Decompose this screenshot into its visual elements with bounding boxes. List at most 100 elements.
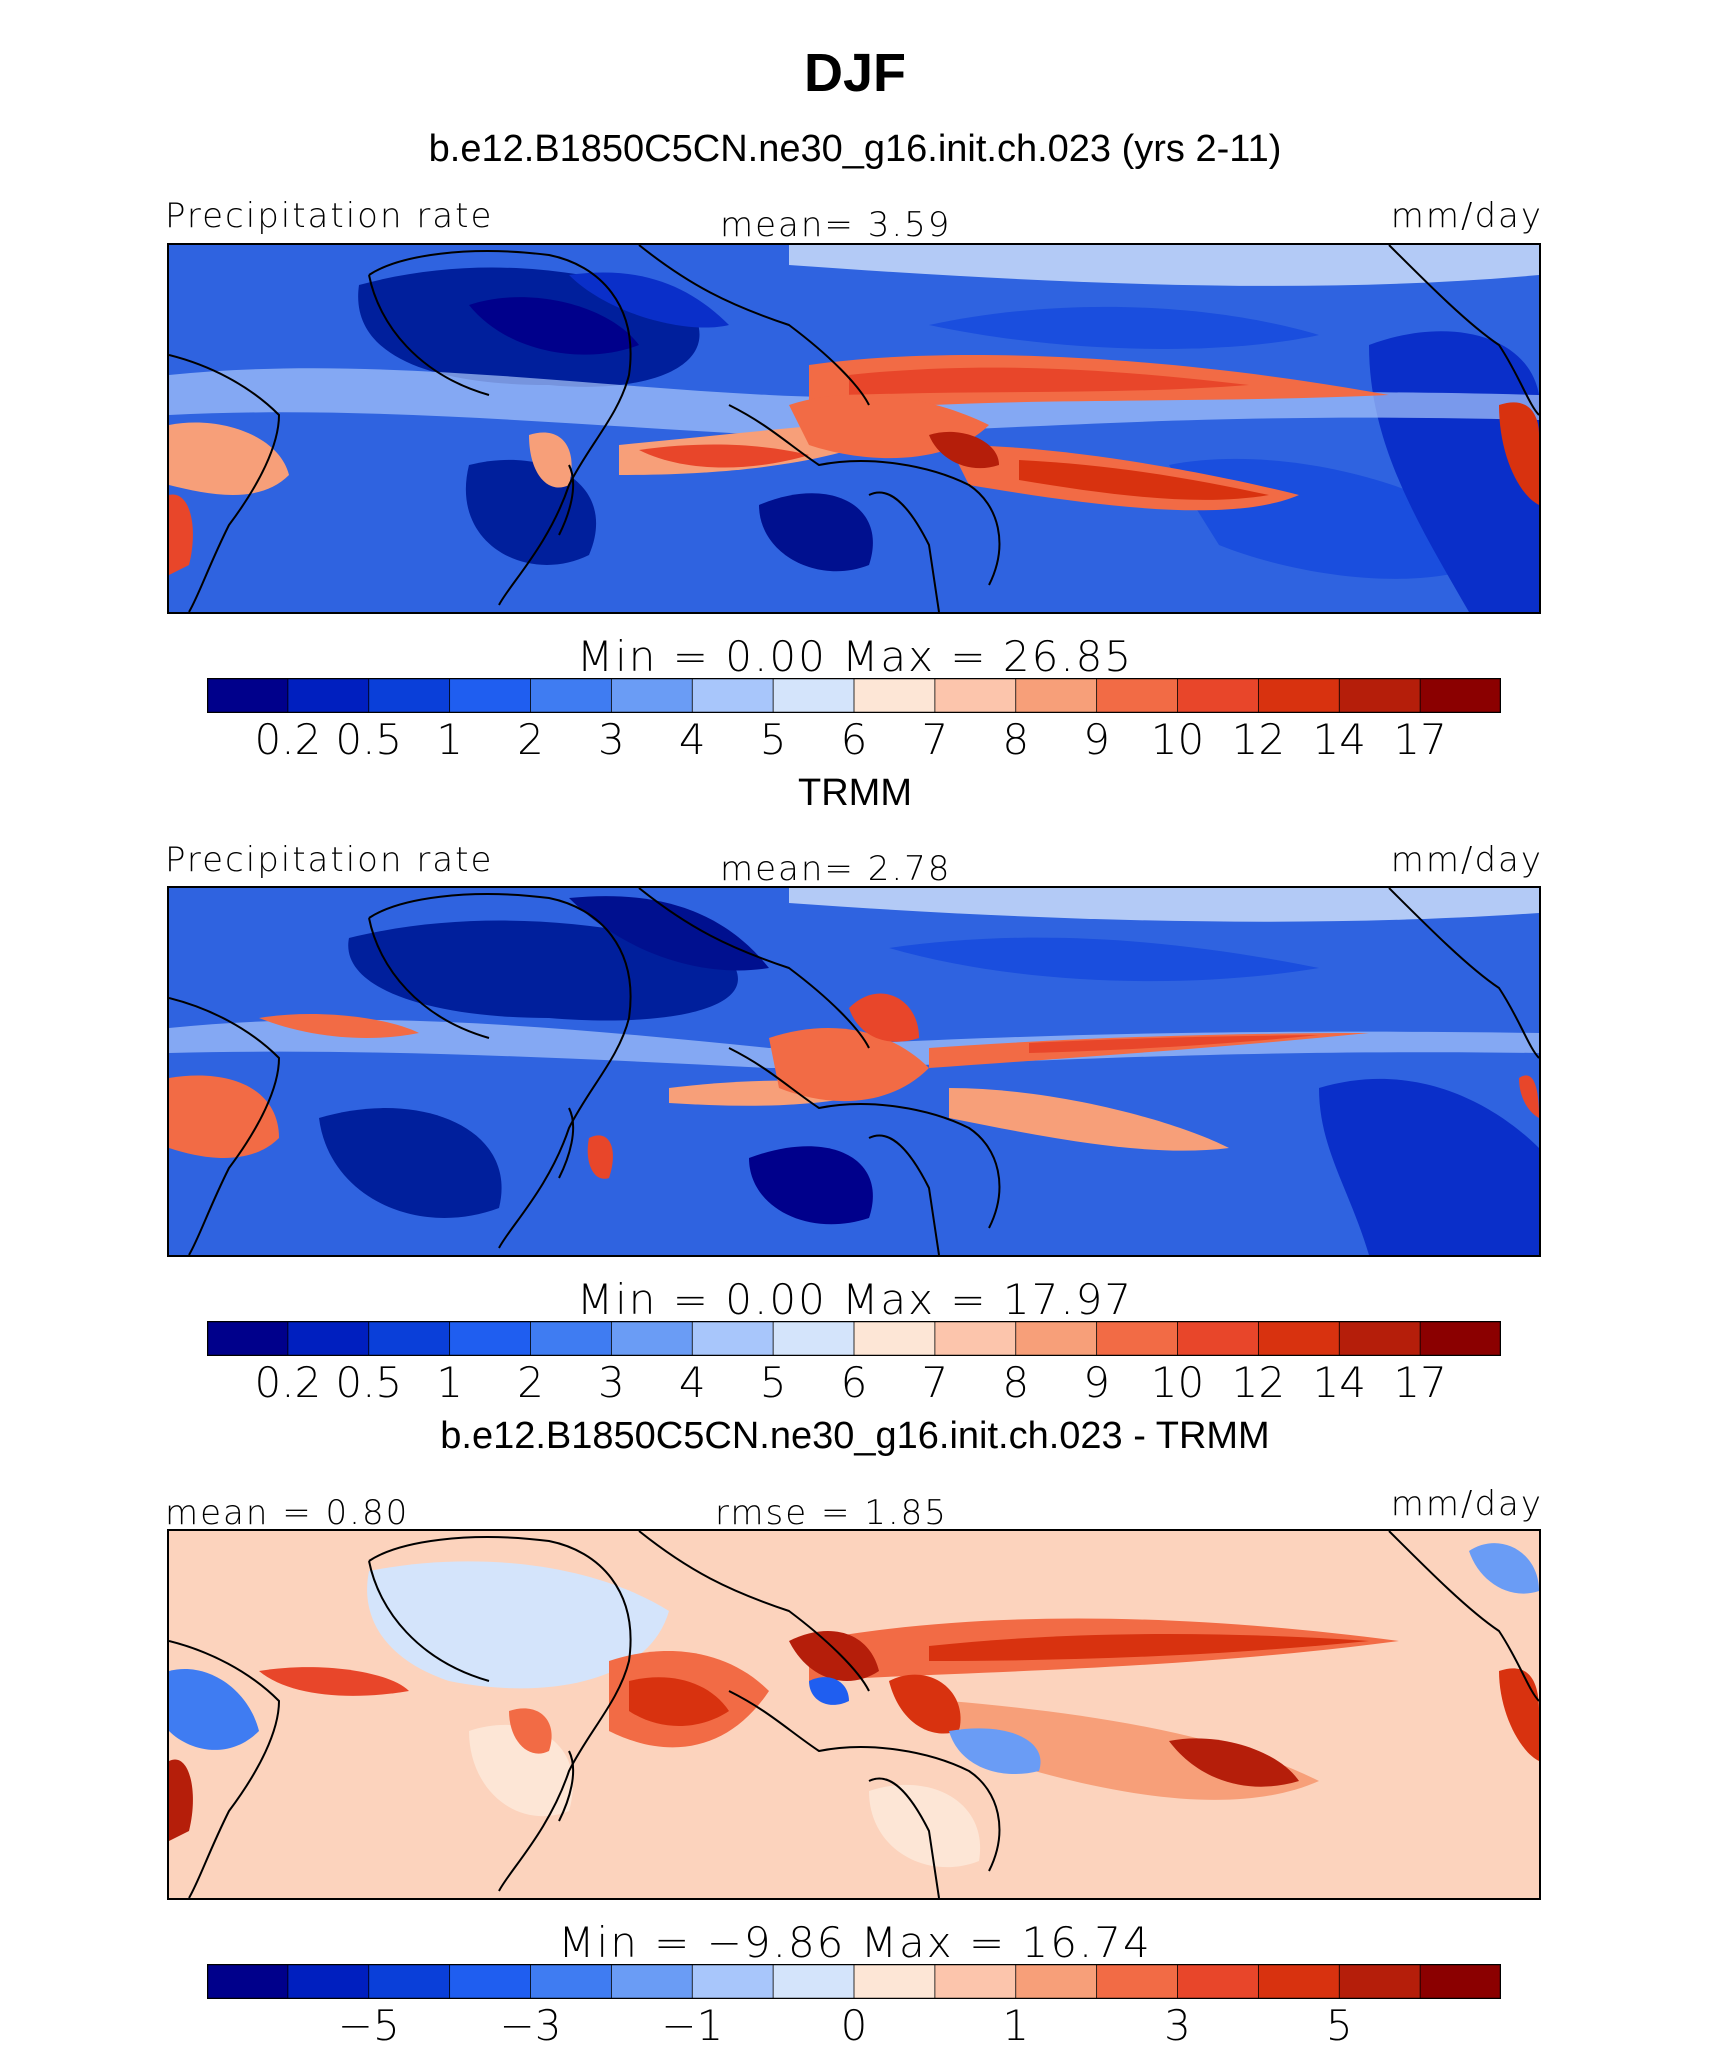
colorbar-tick-label: 5: [759, 715, 787, 764]
panel-1-mean-label: mean= 3.59: [720, 205, 952, 245]
colorbar-tick-label: 17: [1393, 1358, 1447, 1407]
colorbar-swatch: [1257, 1321, 1341, 1356]
colorbar-swatch: [1015, 1964, 1098, 1999]
panel-2-variable-label: Precipitation rate: [165, 840, 494, 880]
figure-title: DJF: [803, 43, 906, 103]
colorbar-tick-label: 12: [1231, 715, 1286, 764]
colorbar-swatch: [449, 678, 532, 713]
colorbar-tick-label: 0: [840, 2001, 868, 2050]
panel-3-map-svg: [169, 1531, 1539, 1898]
colorbar-swatch: [1177, 678, 1260, 713]
colorbar-swatch: [287, 1964, 370, 1999]
panel-2-colorbar: [207, 1321, 1501, 1356]
colorbar-swatch: [934, 1321, 1017, 1356]
colorbar-swatch: [1419, 1321, 1501, 1356]
panel-3-mean-label: mean = 0.80: [165, 1493, 410, 1533]
colorbar-tick-label: 2: [517, 715, 544, 764]
colorbar-tick-label: 0.2: [254, 1358, 322, 1407]
colorbar-swatch: [853, 678, 936, 713]
colorbar-tick-label: 9: [1083, 1358, 1110, 1407]
colorbar-tick-label: 1: [436, 1358, 463, 1407]
colorbar-tick-label: 0.2: [254, 715, 322, 764]
colorbar-swatch: [691, 678, 775, 713]
colorbar-tick-label: −5: [337, 2001, 400, 2050]
panel-2-minmax: Min = 0.00 Max = 17.97: [576, 1275, 1134, 1324]
colorbar-swatch: [1419, 1964, 1501, 1999]
panel-3-colorbar-ticks: −5 −3 −1 0 1 3 5: [0, 2001, 1710, 2051]
panel-1-colorbar-ticks: 0.2 0.5 1 2 3 4 5 6 7 8 9 10 12 14 17: [0, 715, 1710, 765]
panel-3-rmse-label: rmse = 1.85: [715, 1493, 948, 1533]
colorbar-tick-label: 14: [1312, 1358, 1366, 1407]
colorbar-swatch: [1177, 1964, 1260, 1999]
colorbar-swatch: [1096, 1321, 1179, 1356]
colorbar-tick-label: 5: [759, 1358, 787, 1407]
panel-1-map-svg: [169, 245, 1539, 612]
colorbar-tick-label: 3: [598, 715, 625, 764]
colorbar-swatch: [207, 678, 289, 713]
colorbar-swatch: [772, 678, 855, 713]
colorbar-tick-label: 7: [921, 1358, 949, 1407]
panel-1-minmax: Min = 0.00 Max = 26.85: [576, 632, 1134, 681]
panel-2-map: [167, 886, 1541, 1257]
colorbar-swatch: [1257, 1964, 1341, 1999]
panel-2-map-svg: [169, 888, 1539, 1255]
colorbar-swatch: [610, 1964, 694, 1999]
colorbar-swatch: [1015, 1321, 1098, 1356]
panel-2-title: TRMM: [798, 772, 912, 814]
panel-2-units-label: mm/day: [1390, 840, 1543, 880]
colorbar-tick-label: 9: [1083, 715, 1110, 764]
colorbar-swatch: [1338, 1321, 1422, 1356]
colorbar-tick-label: 3: [598, 1358, 625, 1407]
colorbar-swatch: [449, 1321, 532, 1356]
colorbar-tick-label: 4: [678, 1358, 706, 1407]
colorbar-swatch: [772, 1964, 855, 1999]
colorbar-swatch: [530, 678, 613, 713]
colorbar-tick-label: 1: [436, 715, 463, 764]
panel-2-mean-label: mean= 2.78: [720, 849, 952, 889]
colorbar-tick-label: 5: [1325, 2001, 1353, 2050]
colorbar-tick-label: 6: [840, 715, 868, 764]
colorbar-swatch: [1338, 1964, 1422, 1999]
colorbar-swatch: [449, 1964, 532, 1999]
colorbar-tick-label: 10: [1150, 715, 1205, 764]
colorbar-tick-label: −1: [661, 2001, 724, 2050]
panel-2-colorbar-ticks: 0.2 0.5 1 2 3 4 5 6 7 8 9 10 12 14 17: [0, 1358, 1710, 1408]
panel-3-units-label: mm/day: [1390, 1484, 1543, 1524]
colorbar-tick-label: 0.5: [335, 1358, 403, 1407]
panel-1-variable-label: Precipitation rate: [165, 196, 494, 236]
colorbar-tick-label: 3: [1164, 2001, 1191, 2050]
colorbar-tick-label: 8: [1002, 715, 1030, 764]
panel-1-title: b.e12.B1850C5CN.ne30_g16.init.ch.023 (yr…: [428, 128, 1282, 170]
colorbar-swatch: [368, 678, 451, 713]
colorbar-swatch: [691, 1964, 775, 1999]
colorbar-tick-label: 10: [1150, 1358, 1205, 1407]
colorbar-swatch: [287, 678, 370, 713]
colorbar-tick-label: 6: [840, 1358, 868, 1407]
colorbar-tick-label: 7: [921, 715, 949, 764]
colorbar-swatch: [772, 1321, 855, 1356]
colorbar-swatch: [530, 1321, 613, 1356]
panel-1-units-label: mm/day: [1390, 196, 1543, 236]
colorbar-tick-label: 14: [1312, 715, 1366, 764]
colorbar-swatch: [853, 1964, 936, 1999]
colorbar-swatch: [1096, 678, 1179, 713]
colorbar-tick-label: 17: [1393, 715, 1447, 764]
panel-1-colorbar-swatches: [207, 678, 1501, 713]
panel-3-colorbar: [207, 1964, 1501, 1999]
colorbar-tick-label: −3: [499, 2001, 562, 2050]
panel-1-map: [167, 243, 1541, 614]
panel-3-title: b.e12.B1850C5CN.ne30_g16.init.ch.023 - T…: [440, 1415, 1270, 1457]
panel-1-colorbar: [207, 678, 1501, 713]
panel-3-colorbar-swatches: [207, 1964, 1501, 1999]
colorbar-swatch: [530, 1964, 613, 1999]
colorbar-swatch: [1096, 1964, 1179, 1999]
colorbar-swatch: [934, 1964, 1017, 1999]
colorbar-swatch: [691, 1321, 775, 1356]
colorbar-swatch: [610, 1321, 694, 1356]
colorbar-swatch: [368, 1321, 451, 1356]
colorbar-tick-label: 2: [517, 1358, 544, 1407]
panel-3-minmax: Min = −9.86 Max = 16.74: [558, 1918, 1152, 1967]
colorbar-swatch: [1257, 678, 1341, 713]
panel-3-map: [167, 1529, 1541, 1900]
colorbar-swatch: [1419, 678, 1501, 713]
